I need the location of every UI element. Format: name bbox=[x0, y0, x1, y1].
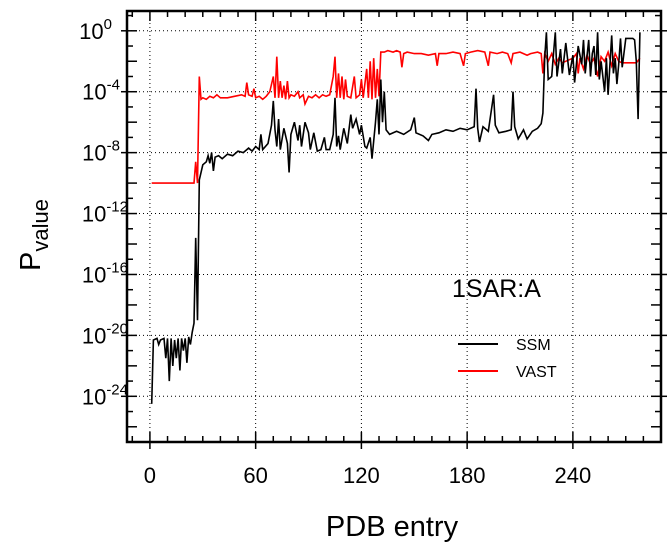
plot-frame bbox=[125, 9, 663, 444]
y-tick-exponent: -4 bbox=[107, 77, 120, 94]
series-line-vast bbox=[151, 49, 641, 184]
y-axis-label: Pvalue bbox=[15, 199, 53, 271]
x-tick-label: 180 bbox=[449, 463, 486, 488]
y-tick-base: 10 bbox=[82, 141, 106, 166]
y-axis-label-main: P bbox=[15, 252, 47, 271]
y-tick-exponent: -12 bbox=[106, 199, 128, 216]
legend: SSM VAST bbox=[458, 337, 557, 381]
y-tick-exponent: -16 bbox=[106, 259, 128, 276]
y-tick-label: 10-12 bbox=[82, 199, 128, 227]
x-axis-label: PDB entry bbox=[326, 511, 459, 543]
grid bbox=[127, 11, 661, 442]
y-tick-base: 10 bbox=[82, 262, 106, 287]
y-tick-label: 10-8 bbox=[82, 138, 120, 166]
y-tick-base: 10 bbox=[79, 19, 103, 44]
y-tick-base: 10 bbox=[82, 384, 106, 409]
ticks bbox=[121, 11, 667, 449]
y-tick-label: 10-16 bbox=[82, 259, 128, 287]
legend-label-ssm: SSM bbox=[516, 337, 551, 354]
y-tick-exponent: -24 bbox=[106, 381, 128, 398]
y-tick-label: 10-20 bbox=[82, 320, 128, 348]
x-tick-labels: 0 60 120 180 240 bbox=[144, 463, 591, 488]
y-tick-label: 10-4 bbox=[82, 77, 120, 105]
y-tick-base: 10 bbox=[82, 202, 106, 227]
y-tick-base: 10 bbox=[82, 80, 106, 105]
legend-label-vast: VAST bbox=[516, 364, 557, 381]
x-tick-label: 240 bbox=[555, 463, 592, 488]
series-line-ssm bbox=[150, 32, 641, 404]
y-tick-label: 10-24 bbox=[82, 381, 128, 409]
y-tick-label: 100 bbox=[79, 16, 112, 44]
y-axis-label-sub: value bbox=[28, 199, 53, 252]
x-tick-label: 0 bbox=[144, 463, 156, 488]
y-tick-exponent: -8 bbox=[107, 138, 120, 155]
x-tick-label: 120 bbox=[343, 463, 380, 488]
y-tick-exponent: 0 bbox=[104, 16, 112, 33]
y-tick-exponent: -20 bbox=[106, 320, 128, 337]
structure-annotation: 1SAR:A bbox=[452, 275, 541, 303]
x-tick-label: 60 bbox=[243, 463, 267, 488]
y-tick-base: 10 bbox=[82, 323, 106, 348]
series-layer bbox=[150, 32, 641, 404]
